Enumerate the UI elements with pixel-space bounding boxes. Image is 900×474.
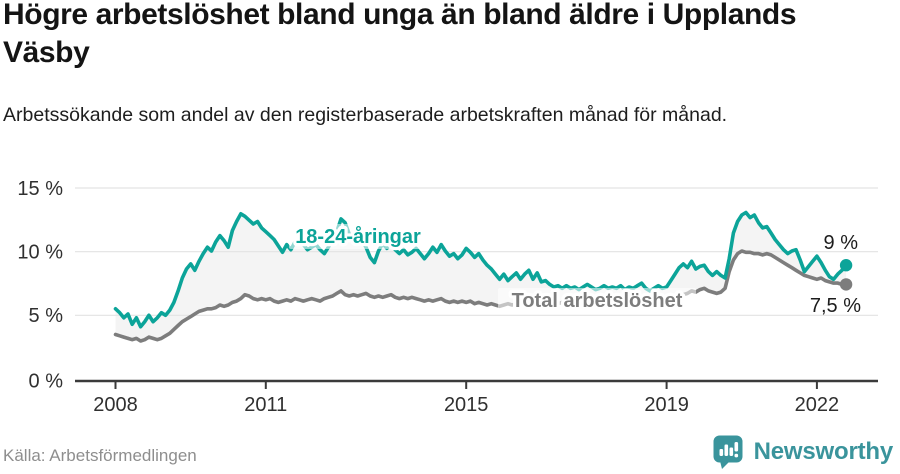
x-tick-label: 2008 — [93, 394, 138, 416]
youth-end-dot — [839, 259, 853, 272]
total-unemployment-line — [113, 249, 848, 343]
x-tick-label: 2015 — [444, 394, 489, 416]
total-series-label: Total arbetslöshet — [512, 290, 683, 312]
total-end-dot — [839, 278, 853, 291]
newsworthy-logo: Newsworthy — [713, 435, 893, 469]
y-tick-label: 0 % — [29, 371, 64, 393]
youth-series-label: 18-24-åringar — [295, 225, 421, 248]
x-axis: 2008 2011 2015 2019 2022 — [75, 379, 878, 416]
newsworthy-chart-bubble-icon — [713, 435, 743, 469]
x-tick-label: 2022 — [795, 394, 840, 416]
area-between-series — [115, 212, 847, 341]
y-tick-label: 15 % — [17, 178, 63, 200]
x-tick-label: 2011 — [244, 394, 287, 416]
page-title: Högre arbetslöshet bland unga än bland ä… — [3, 0, 797, 69]
source-note: Källa: Arbetsförmedlingen — [3, 446, 197, 465]
total-end-value: 7,5 % — [810, 295, 861, 317]
chart-subtitle: Arbetssökande som andel av den registerb… — [3, 104, 728, 126]
line-chart: 15 % 10 % 5 % 0 % 2008 2011 2015 2019 20… — [17, 178, 878, 416]
youth-end-value: 9 % — [824, 232, 859, 254]
newsworthy-wordmark: Newsworthy — [753, 438, 894, 465]
x-tick-label: 2019 — [644, 394, 689, 416]
youth-unemployment-line — [113, 210, 848, 329]
series-labels: 18-24-åringar Total arbetslöshet — [289, 222, 696, 315]
y-tick-label: 5 % — [29, 305, 64, 327]
y-axis: 15 % 10 % 5 % 0 % — [17, 178, 63, 393]
y-tick-label: 10 % — [17, 242, 63, 264]
